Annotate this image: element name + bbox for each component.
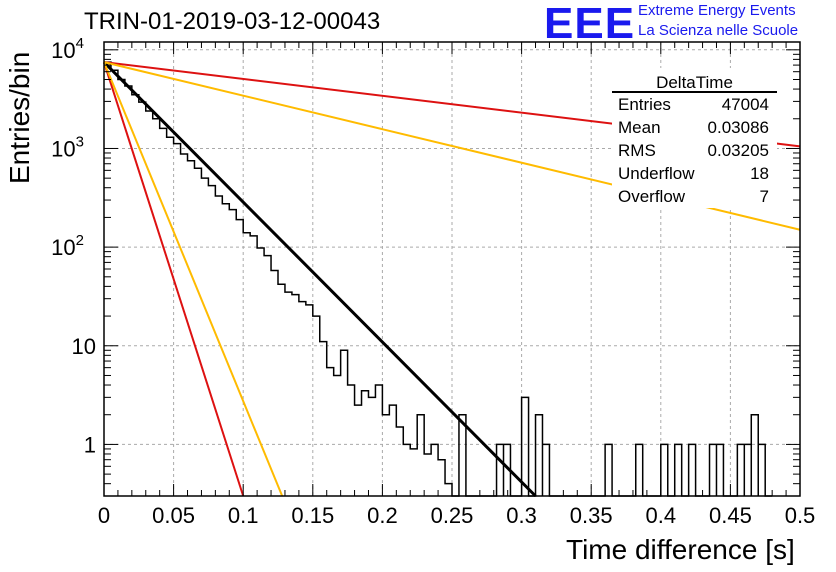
y-tick-label: 1 bbox=[84, 432, 96, 457]
eee-logo-mark: EEE bbox=[544, 0, 636, 48]
stats-label: Entries bbox=[618, 95, 671, 114]
x-tick-label: 0.15 bbox=[291, 503, 334, 528]
fit-line-2 bbox=[103, 61, 284, 497]
stats-value: 0.03205 bbox=[708, 141, 769, 160]
x-tick-label: 0.4 bbox=[646, 503, 677, 528]
x-tick-label: 0.35 bbox=[570, 503, 613, 528]
stats-value: 18 bbox=[750, 164, 769, 183]
stats-box: DeltaTime Entries 47004 Mean 0.03086 RMS 0.032… bbox=[612, 68, 777, 208]
x-tick-label: 0.5 bbox=[785, 503, 816, 528]
chart-title: TRIN-01-2019-03-12-00043 bbox=[84, 8, 381, 35]
grid-layer bbox=[104, 42, 800, 496]
axes-frame: 0 0.05 0.1 0.15 0.2 0.25 0.3 0.35 0.4 0.45 0.5 1 10 1… bbox=[51, 35, 815, 528]
histogram-outline bbox=[104, 61, 773, 497]
logo-text-line2: La Scienza nelle Scuole bbox=[638, 22, 799, 39]
y-tick-label: 102 bbox=[51, 232, 84, 260]
stats-value: 7 bbox=[760, 187, 769, 206]
stats-label: Underflow bbox=[618, 164, 695, 183]
x-tick-label: 0.2 bbox=[367, 503, 398, 528]
plot-frame bbox=[103, 41, 801, 497]
stats-value: 47004 bbox=[722, 95, 769, 114]
x-axis-label: Time difference [s] bbox=[566, 534, 795, 565]
fit-line-0 bbox=[102, 61, 537, 498]
stats-label: RMS bbox=[618, 141, 656, 160]
x-tick-label: 0.05 bbox=[152, 503, 195, 528]
x-tick-label: 0.3 bbox=[506, 503, 537, 528]
stats-label: Overflow bbox=[618, 187, 686, 206]
x-tick-label: 0.25 bbox=[431, 503, 474, 528]
y-tick-label: 104 bbox=[51, 35, 84, 63]
y-tick-label: 103 bbox=[51, 133, 84, 161]
fit-line-1 bbox=[103, 61, 245, 497]
histogram-layer bbox=[104, 61, 773, 497]
x-tick-label: 0.1 bbox=[228, 503, 259, 528]
stats-name: DeltaTime bbox=[656, 73, 733, 92]
logo-text-line1: Extreme Energy Events bbox=[638, 2, 796, 19]
y-tick-label: 10 bbox=[72, 334, 96, 359]
x-tick-label: 0.45 bbox=[709, 503, 752, 528]
stats-label: Mean bbox=[618, 118, 661, 137]
stats-value: 0.03086 bbox=[708, 118, 769, 137]
x-tick-label: 0 bbox=[98, 503, 110, 528]
